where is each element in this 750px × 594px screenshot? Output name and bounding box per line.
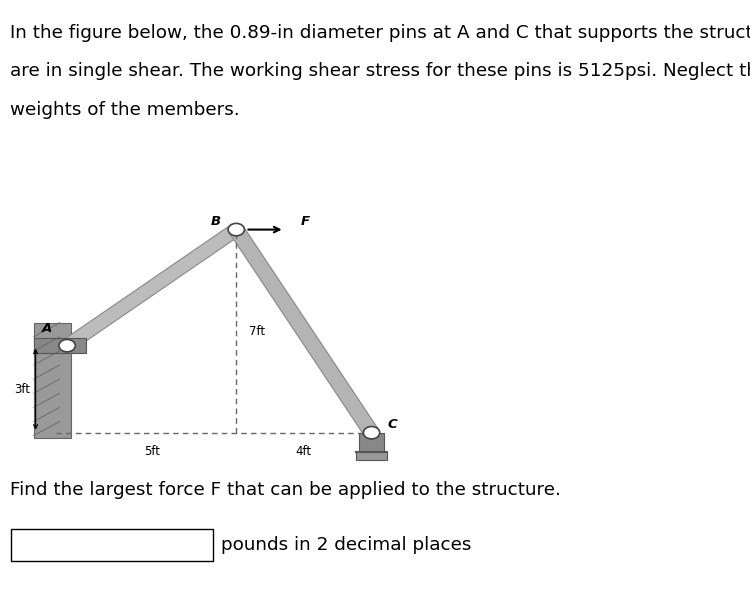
Circle shape xyxy=(228,223,244,236)
Text: In the figure below, the 0.89-in diameter pins at A and C that supports the stru: In the figure below, the 0.89-in diamete… xyxy=(10,24,750,42)
Text: pounds in 2 decimal places: pounds in 2 decimal places xyxy=(220,536,471,554)
Text: Find the largest force F that can be applied to the structure.: Find the largest force F that can be app… xyxy=(10,481,561,499)
Text: 4ft: 4ft xyxy=(296,444,312,457)
Text: B: B xyxy=(211,214,221,228)
Bar xyxy=(34,323,70,438)
Circle shape xyxy=(59,339,75,352)
Text: F: F xyxy=(301,214,310,228)
Bar xyxy=(10,529,213,561)
Text: 7ft: 7ft xyxy=(249,325,266,337)
Bar xyxy=(34,338,86,353)
Circle shape xyxy=(364,426,380,439)
Text: A: A xyxy=(41,322,52,335)
Bar xyxy=(356,453,387,460)
Text: weights of the members.: weights of the members. xyxy=(10,101,240,119)
Text: are in single shear. The working shear stress for these pins is 5125psi. Neglect: are in single shear. The working shear s… xyxy=(10,62,750,80)
Polygon shape xyxy=(62,225,242,350)
Polygon shape xyxy=(229,227,379,435)
Text: C: C xyxy=(387,418,397,431)
Text: 3ft: 3ft xyxy=(14,383,31,396)
Text: 5ft: 5ft xyxy=(144,444,160,457)
Bar xyxy=(359,432,383,453)
